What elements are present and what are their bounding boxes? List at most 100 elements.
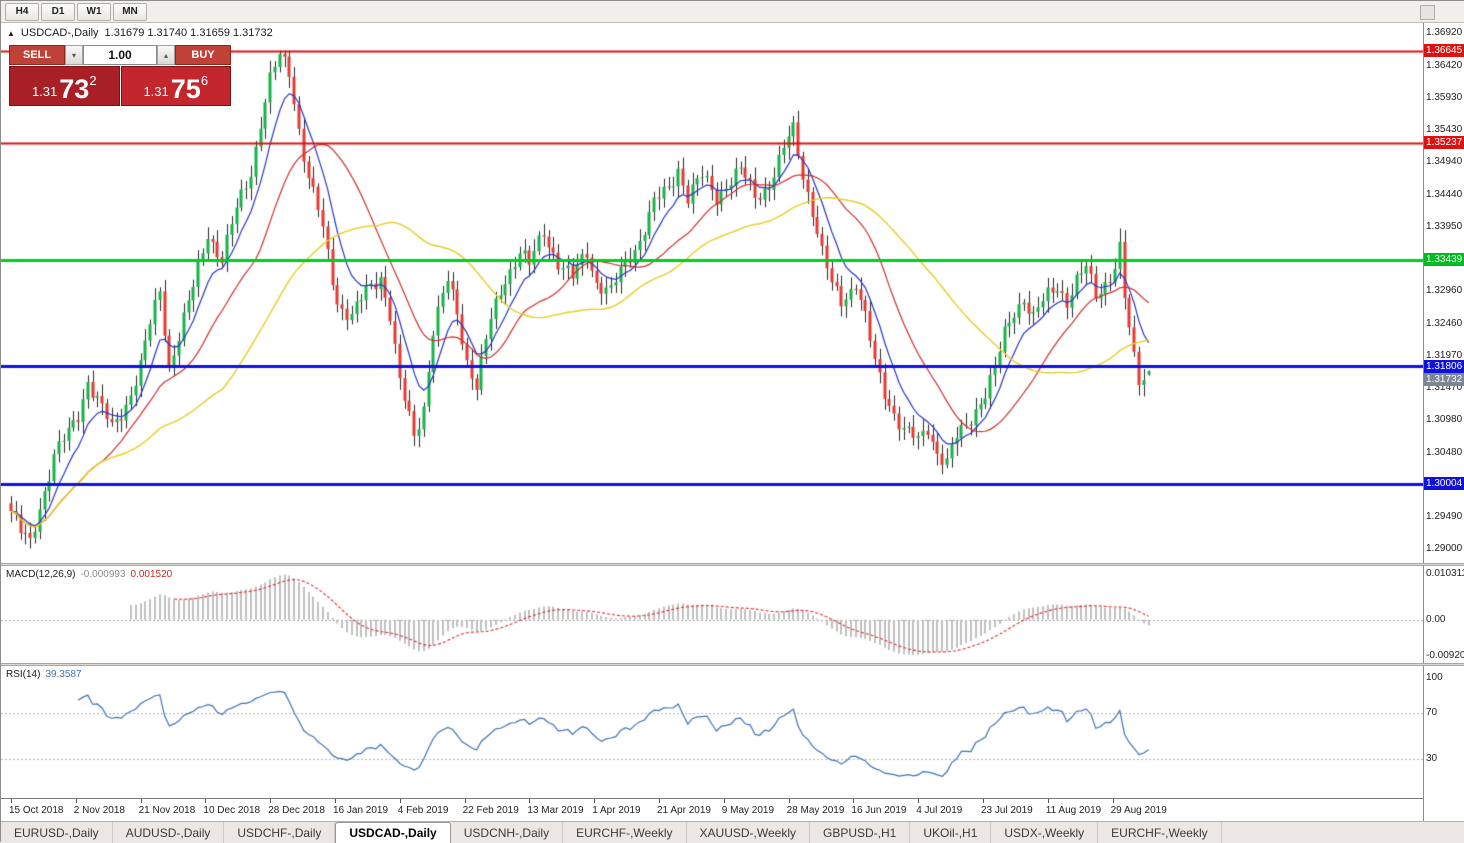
date-tick <box>789 799 790 803</box>
date-axis-label: 23 Jul 2019 <box>981 805 1033 816</box>
chart-tab-usdcnhdaily[interactable]: USDCNH-,Daily <box>451 822 564 843</box>
collapse-panel-icon[interactable]: ▲ <box>7 28 15 38</box>
timeframe-button-h4[interactable]: H4 <box>5 2 39 21</box>
date-tick <box>270 799 271 803</box>
chart-tab-ukoilh1[interactable]: UKOil-,H1 <box>910 822 992 843</box>
macd-scale-label: -0.009203 <box>1426 650 1464 661</box>
volume-decrease-button[interactable]: ▾ <box>65 45 83 65</box>
price-tick-label: 1.30480 <box>1426 446 1463 458</box>
sell-button[interactable]: SELL <box>9 45 65 65</box>
bid-big-digits: 73 <box>59 73 90 104</box>
date-tick <box>1048 799 1049 803</box>
price-line-marker: 1.35237 <box>1424 136 1464 150</box>
rsi-scale-label: 70 <box>1426 706 1438 718</box>
chart-symbol-label: USDCAD-,Daily <box>20 27 99 39</box>
macd-name: MACD(12,26,9) <box>6 569 76 580</box>
rsi-label: RSI(14) 39.3587 <box>6 669 82 680</box>
rsi-value: 39.3587 <box>45 669 82 680</box>
chart-tab-eurusddaily[interactable]: EURUSD-,Daily <box>1 822 113 843</box>
date-tick <box>335 799 336 803</box>
date-tick <box>659 799 660 803</box>
macd-scale: 0.010311 0.00 -0.009203 <box>1423 566 1464 663</box>
date-tick <box>918 799 919 803</box>
date-axis-label: 4 Feb 2019 <box>397 805 449 816</box>
price-line-marker: 1.30004 <box>1424 477 1464 491</box>
chart-tab-gbpusdh1[interactable]: GBPUSD-,H1 <box>810 822 911 843</box>
chart-tab-eurchfweekly[interactable]: EURCHF-,Weekly <box>1098 822 1222 843</box>
timeframe-button-w1[interactable]: W1 <box>77 2 111 21</box>
buy-button[interactable]: BUY <box>175 45 231 65</box>
chart-tab-audusddaily[interactable]: AUDUSD-,Daily <box>113 822 225 843</box>
rsi-name: RSI(14) <box>6 669 41 680</box>
panel-separator[interactable] <box>1 663 1464 666</box>
price-tick-label: 1.32460 <box>1426 317 1463 329</box>
ask-prefix: 1.31 <box>143 84 169 99</box>
macd-label: MACD(12,26,9) -0.000993 0.001520 <box>6 569 172 580</box>
price-tick-label: 1.35430 <box>1426 124 1463 136</box>
date-axis-label: 10 Dec 2018 <box>203 805 261 816</box>
price-chart-panel: ▲ USDCAD-,Daily 1.31679 1.31740 1.31659 … <box>1 23 1423 563</box>
date-axis-label: 4 Jul 2019 <box>916 805 963 816</box>
chart-ohlc-values: 1.31679 1.31740 1.31659 1.31732 <box>104 27 273 39</box>
price-tick-label: 1.34440 <box>1426 188 1463 200</box>
rsi-scale-label: 100 <box>1426 672 1443 683</box>
rsi-scale: 100 70 30 <box>1423 666 1464 798</box>
price-line-marker: 1.36645 <box>1424 44 1464 58</box>
price-tick-label: 1.30980 <box>1426 414 1463 425</box>
price-tick-label: 1.29490 <box>1426 511 1463 523</box>
date-axis-label: 22 Feb 2019 <box>462 805 519 816</box>
chart-tab-usdchfdaily[interactable]: USDCHF-,Daily <box>224 822 336 843</box>
price-chart-canvas[interactable] <box>1 23 1423 563</box>
price-tick-label: 1.34940 <box>1426 156 1463 167</box>
date-axis-label: 29 Aug 2019 <box>1110 805 1167 816</box>
toolbar-end-box[interactable] <box>1420 5 1435 20</box>
chart-tab-bar: EURUSD-,Daily AUDUSD-,Daily USDCHF-,Daily U… <box>1 821 1464 843</box>
date-axis-label: 16 Jan 2019 <box>333 805 389 816</box>
date-axis-label: 28 Dec 2018 <box>268 805 325 816</box>
chart-tab-usdxweekly[interactable]: USDX-,Weekly <box>991 822 1099 843</box>
bid-prefix: 1.31 <box>31 84 58 99</box>
timeframe-toolbar: H4 D1 W1 MN <box>1 1 1464 23</box>
price-line-marker: 1.33439 <box>1424 253 1464 267</box>
date-tick <box>853 799 854 803</box>
panel-separator[interactable] <box>1 563 1464 566</box>
macd-canvas[interactable] <box>1 566 1423 663</box>
bid-pip-digit: 2 <box>89 73 97 88</box>
price-tick-label: 1.36920 <box>1426 27 1463 38</box>
macd-scale-label: 0.00 <box>1426 613 1446 625</box>
date-tick <box>529 799 530 803</box>
rsi-canvas[interactable] <box>1 666 1423 798</box>
scale-corner <box>1423 798 1464 821</box>
date-tick <box>465 799 466 803</box>
price-tick-label: 1.35930 <box>1426 91 1463 103</box>
ask-pip-digit: 6 <box>200 73 209 88</box>
chart-tab-eurchfweekly[interactable]: EURCHF-,Weekly <box>563 822 687 843</box>
macd-scale-label: 0.010311 <box>1426 568 1464 579</box>
timeframe-button-d1[interactable]: D1 <box>41 2 75 21</box>
date-tick <box>76 799 77 803</box>
ask-price-display[interactable]: 1.31 75 6 <box>120 66 231 106</box>
volume-increase-button[interactable]: ▴ <box>157 45 175 65</box>
price-scale[interactable]: 1.36920 1.36420 1.35930 1.35430 1.34940 1.344… <box>1423 23 1464 563</box>
one-click-trading-panel: SELL ▾ ▴ BUY 1.31 73 2 1.31 75 6 <box>9 45 231 106</box>
bid-price-display[interactable]: 1.31 73 2 <box>9 66 120 106</box>
date-axis-label: 21 Nov 2018 <box>138 805 196 816</box>
chart-tab-usdcaddaily[interactable]: USDCAD-,Daily <box>335 822 451 843</box>
chart-tab-xauusdweekly[interactable]: XAUUSD-,Weekly <box>687 822 810 843</box>
price-tick-label: 1.31470 <box>1426 382 1463 394</box>
ask-big-digits: 75 <box>170 73 201 104</box>
timeframe-button-mn[interactable]: MN <box>113 2 147 21</box>
volume-input[interactable] <box>83 45 157 65</box>
price-line-marker: 1.31732 <box>1424 372 1464 386</box>
price-tick-label: 1.33950 <box>1426 220 1463 232</box>
chart-header: ▲ USDCAD-,Daily 1.31679 1.31740 1.31659 … <box>7 27 273 39</box>
date-tick <box>11 799 12 803</box>
date-axis-label: 2 Nov 2018 <box>73 805 125 816</box>
date-axis-label: 28 May 2019 <box>786 805 845 816</box>
date-axis[interactable]: 15 Oct 2018 2 Nov 2018 21 Nov 2018 10 Dec 2… <box>1 798 1423 821</box>
date-axis-label: 21 Apr 2019 <box>657 805 711 816</box>
price-tick-label: 1.31970 <box>1426 349 1463 361</box>
macd-signal-value: 0.001520 <box>130 569 173 580</box>
date-tick <box>724 799 725 803</box>
